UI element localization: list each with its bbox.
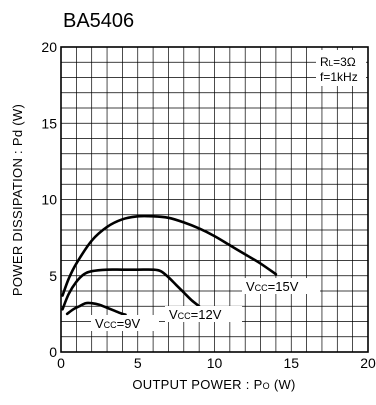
series-label-vcc15: VCC=15V <box>246 279 299 294</box>
series-label-vcc9: VCC=9V <box>95 316 140 331</box>
y-axis-label: POWER DISSIPATION : Pd (W) <box>10 104 25 296</box>
x-tick-label: 20 <box>360 355 376 371</box>
y-tick-labels: 0 5 10 15 20 <box>41 39 57 360</box>
plot-frame <box>60 46 369 353</box>
x-tick-labels: 0 5 10 15 20 <box>57 355 376 371</box>
chart-title: BA5406 <box>63 10 134 32</box>
series-line-vcc15 <box>61 214 278 297</box>
y-tick-label: 20 <box>41 39 57 55</box>
series-label-vcc12: VCC=12V <box>169 307 222 322</box>
y-tick-label: 15 <box>41 115 57 131</box>
y-tick-label: 0 <box>49 344 57 360</box>
series-curves <box>61 214 278 316</box>
condition-freq: f=1kHz <box>320 70 358 84</box>
x-tick-label: 10 <box>207 355 223 371</box>
vcc9-label-bg <box>91 315 159 331</box>
x-tick-label: 0 <box>57 355 65 371</box>
vcc15-label-bg <box>242 278 320 294</box>
condition-rl: RL=3Ω <box>320 55 356 69</box>
series-line-vcc12 <box>61 268 201 311</box>
x-tick-label: 5 <box>134 355 142 371</box>
conditions-box <box>316 50 366 86</box>
y-tick-label: 10 <box>41 192 57 208</box>
series-line-vcc9 <box>65 301 127 316</box>
x-axis-label: OUTPUT POWER : PO (W) <box>132 377 295 392</box>
x-tick-label: 15 <box>283 355 299 371</box>
y-tick-label: 5 <box>49 268 57 284</box>
vcc12-label-bg <box>165 306 242 322</box>
